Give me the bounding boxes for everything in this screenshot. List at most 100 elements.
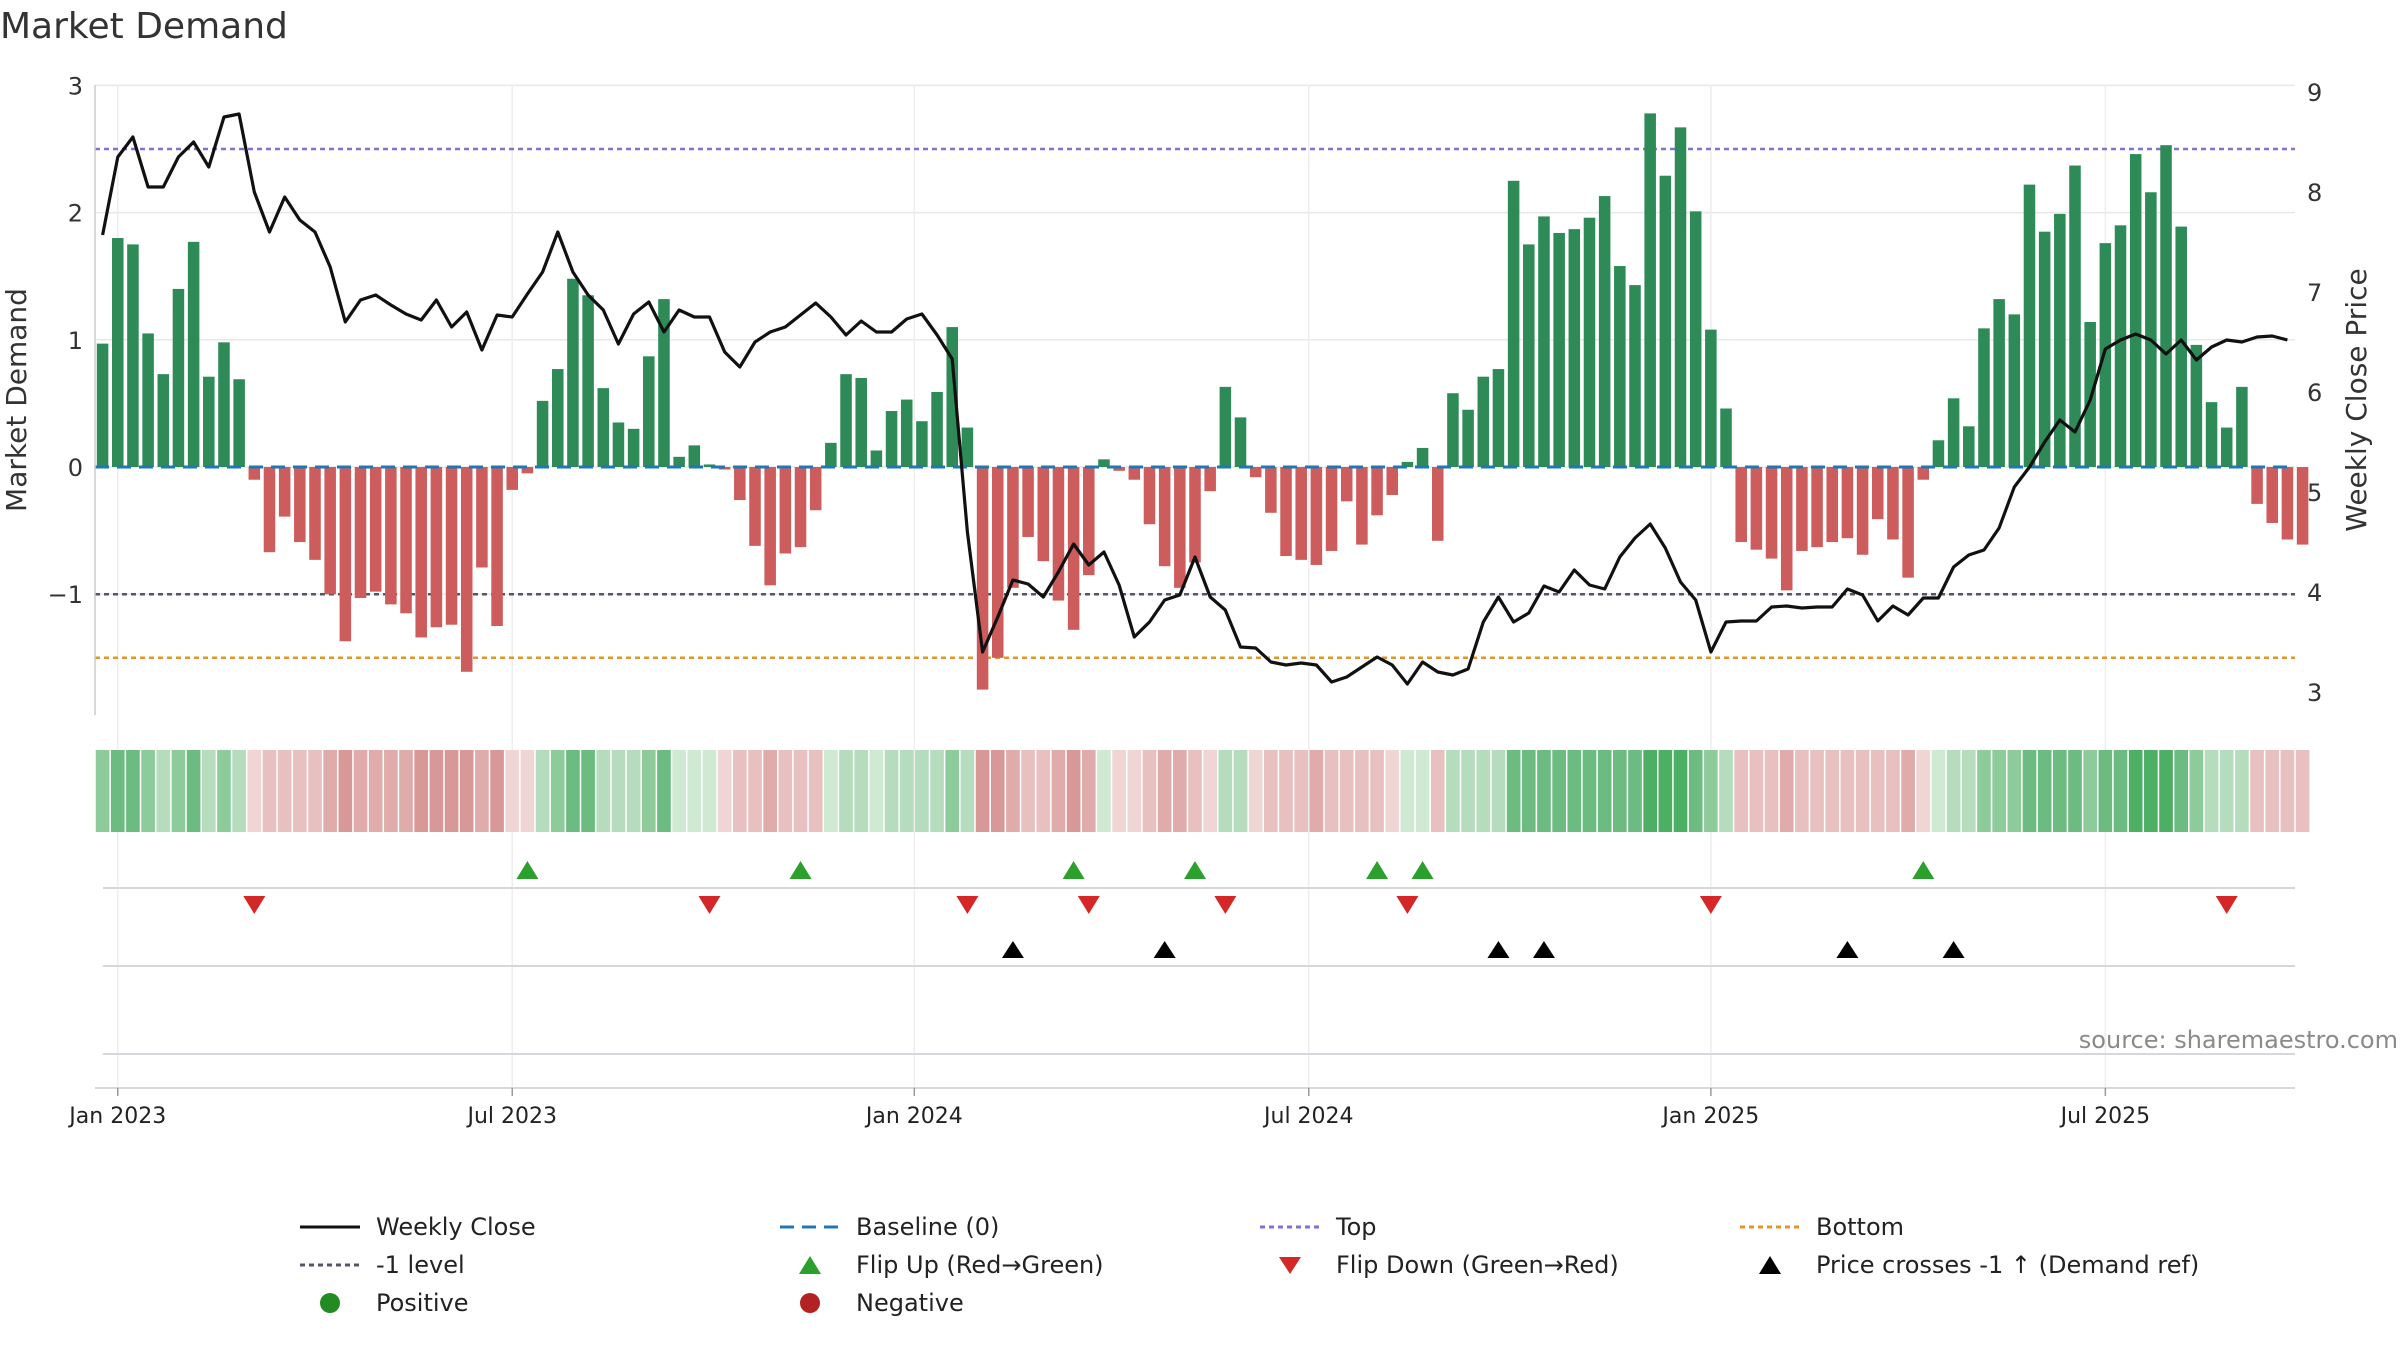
flip-up-marker <box>789 861 812 879</box>
strip-cell <box>2098 750 2113 832</box>
strip-cell <box>641 750 656 832</box>
y-tick-label: 3 <box>68 72 83 100</box>
strip-cell <box>566 750 580 832</box>
strip-cell <box>475 750 489 832</box>
strip-cell <box>899 750 914 832</box>
strip-cell <box>1931 750 1946 832</box>
demand-bar <box>1507 180 1520 468</box>
strip-cell <box>1324 750 1339 832</box>
strip-cell <box>2204 750 2219 832</box>
demand-bar <box>2069 165 2081 467</box>
demand-bar <box>855 377 867 467</box>
signal-markers <box>103 861 2295 1055</box>
strip-cell <box>1506 750 1521 832</box>
strip-cell <box>657 750 671 832</box>
strip-cell <box>1400 750 1415 832</box>
demand-bar <box>1902 467 1914 578</box>
strip-cell <box>126 750 140 832</box>
x-tick-label: Jul 2025 <box>2059 1104 2151 1129</box>
demand-bar <box>248 467 261 480</box>
demand-bar <box>324 467 336 595</box>
strip-cell <box>1173 750 1187 832</box>
demand-bar <box>1689 211 1702 467</box>
strip-cell <box>1840 750 1855 832</box>
weekly-close-line <box>101 112 2288 686</box>
dotted-swatch-icon <box>1740 1225 1800 1229</box>
demand-bar <box>916 421 928 467</box>
strip-cell <box>1355 750 1369 832</box>
legend-baseline: Baseline (0) <box>780 1210 999 1244</box>
demand-bar <box>809 467 822 511</box>
demand-bar <box>142 333 154 467</box>
price-cross-marker <box>1153 941 1176 958</box>
demand-bar <box>946 327 959 467</box>
demand-bar <box>627 428 640 467</box>
strip-cell <box>1628 750 1642 832</box>
demand-bar <box>1249 467 1262 478</box>
demand-bar <box>1629 285 1641 467</box>
demand-bar <box>2038 231 2051 467</box>
strip-cell <box>1294 750 1309 832</box>
demand-bar <box>339 467 352 642</box>
legend-label: Top <box>1336 1213 1377 1241</box>
demand-bar <box>1462 409 1474 467</box>
demand-bar <box>506 467 519 490</box>
strip-cell <box>1430 750 1445 832</box>
demand-bar <box>445 467 458 625</box>
price-cross-marker <box>1487 941 1510 958</box>
demand-bar <box>1993 299 2005 467</box>
strip-cell <box>186 750 201 832</box>
demand-bar <box>127 244 139 467</box>
demand-bar <box>870 450 883 467</box>
strip-cell <box>596 750 611 832</box>
y2-tick-label: 5 <box>2307 479 2322 507</box>
demand-bar <box>1598 196 1611 467</box>
demand-bar <box>1811 467 1823 548</box>
strip-cell <box>1597 750 1612 832</box>
strip-cell <box>1992 750 2006 832</box>
demand-bar <box>1523 244 1535 467</box>
demand-bar <box>703 464 716 467</box>
demand-bar <box>1750 467 1763 550</box>
legend-label: Flip Down (Green→Red) <box>1336 1251 1619 1279</box>
demand-bar <box>1644 113 1656 467</box>
demand-bar <box>460 467 473 672</box>
strip-cell <box>2128 750 2143 832</box>
demand-bar <box>1386 467 1399 495</box>
y2-tick-label: 3 <box>2307 679 2322 707</box>
strip-cell <box>1901 750 1915 832</box>
strip-cell <box>763 750 777 832</box>
strip-cell <box>611 750 626 832</box>
strip-cell <box>1051 750 1066 832</box>
strip-cell <box>2250 750 2264 832</box>
demand-bar <box>1265 467 1277 513</box>
strip-cell <box>2022 750 2037 832</box>
strip-cell <box>1658 750 1673 832</box>
strip-cell <box>1415 750 1430 832</box>
demand-bar <box>2099 243 2112 467</box>
demand-bar <box>1295 467 1307 560</box>
demand-bar <box>1674 127 1687 467</box>
demand-bar <box>2220 427 2233 467</box>
strip-cell <box>702 750 717 832</box>
x-tick-label: Jan 2024 <box>864 1104 963 1129</box>
demand-bars <box>95 113 2309 690</box>
strip-cell <box>1673 750 1688 832</box>
demand-bar <box>2008 314 2021 467</box>
demand-bar <box>2023 184 2036 467</box>
demand-bar <box>400 467 412 614</box>
strip-cell <box>293 750 307 832</box>
demand-bar <box>2281 467 2294 540</box>
strip-cell <box>1370 750 1384 832</box>
demand-bar <box>1189 467 1201 563</box>
strip-cell <box>459 750 474 832</box>
demand-bar <box>1917 467 1930 480</box>
legend-weekly-close: Weekly Close <box>300 1210 536 1244</box>
strip-cell <box>1339 750 1354 832</box>
strip-cell <box>2265 750 2280 832</box>
demand-bar <box>2205 402 2218 467</box>
strip-cell <box>2068 750 2082 832</box>
flip-up-marker <box>1366 861 1389 879</box>
demand-bar <box>885 411 898 467</box>
strip-cell <box>2219 750 2234 832</box>
